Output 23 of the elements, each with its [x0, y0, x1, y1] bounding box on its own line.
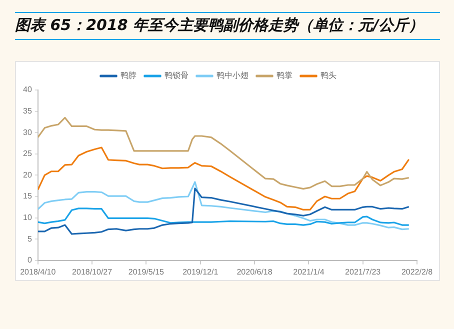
- legend-label: 鸭脖: [120, 71, 136, 80]
- y-tick-label: 5: [27, 234, 32, 244]
- x-tick-label: 2019/12/1: [182, 267, 219, 276]
- legend-label: 鸭锁骨: [164, 71, 188, 80]
- y-tick-label: 10: [22, 213, 32, 222]
- x-tick-label: 2022/2/8: [401, 267, 434, 276]
- legend-label: 鸭掌: [276, 71, 292, 80]
- y-tick-label: 15: [22, 192, 32, 201]
- legend-label: 鸭头: [320, 71, 336, 80]
- x-tick-label: 2021/7/23: [345, 267, 382, 276]
- y-tick-label: 20: [22, 170, 32, 180]
- y-tick-label: 30: [22, 128, 32, 137]
- y-tick-label: 35: [22, 106, 32, 116]
- y-tick-label: 25: [22, 149, 32, 158]
- x-tick-label: 2021/1/4: [293, 267, 325, 276]
- chart-title: 图表 65：2018 年至今主要鸭副价格走势（单位：元/公斤）: [15, 12, 440, 40]
- y-tick-label: 40: [22, 85, 32, 94]
- x-tick-label: 2018/4/10: [20, 267, 56, 276]
- x-tick-label: 2018/10/27: [72, 267, 113, 276]
- x-tick-label: 2020/6/18: [236, 267, 273, 276]
- legend-label: 鸭中小翅: [216, 71, 248, 80]
- y-tick-label: 0: [27, 256, 32, 265]
- x-tick-label: 2019/5/15: [128, 267, 165, 276]
